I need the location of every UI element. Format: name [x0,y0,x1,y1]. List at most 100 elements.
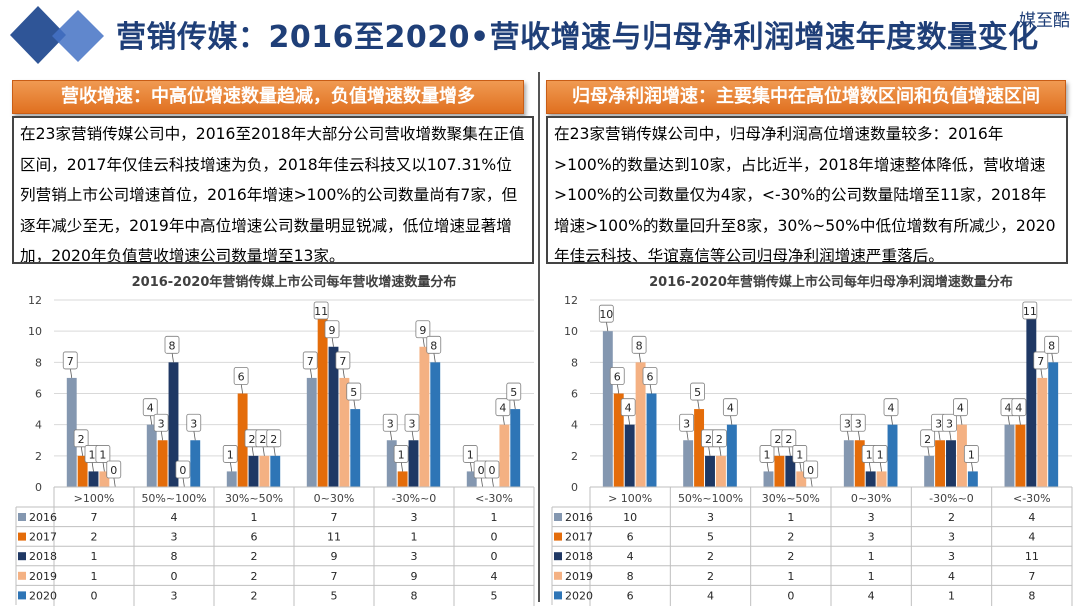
data-label-box [1033,351,1049,370]
data-label-box [781,429,797,448]
data-label: 1 [866,448,873,461]
data-label-box [872,445,888,463]
data-label-leader [469,461,473,472]
table-cell: 8 [627,570,634,583]
data-label: 10 [599,308,613,321]
data-label-leader [160,430,164,441]
data-label: 6 [614,371,621,384]
data-label-leader [788,445,791,456]
data-label-box [106,460,122,479]
bar-2018-3 [865,471,876,487]
legend-label: 2018 [565,550,593,563]
data-label: 2 [270,433,277,446]
table-cell: 4 [171,511,178,524]
data-label-leader [342,367,345,378]
data-label: 4 [727,402,734,415]
data-label: 8 [430,339,437,352]
data-label: 1 [398,448,405,461]
x-tick-label: 50%~100% [141,492,206,505]
data-label: 2 [774,433,781,446]
data-label-box [883,398,899,417]
bar-2018-2 [248,455,259,487]
data-label: 1 [763,448,770,461]
bar-2017-4 [397,471,408,487]
data-label-leader [273,445,276,456]
data-label-box [415,320,431,339]
bar-2018-3 [328,346,339,487]
legend-label: 2017 [565,531,593,544]
x-tick-label: -30%~0 [929,492,974,505]
legend-swatch-2016 [18,513,26,521]
bar-2016-1 [683,440,694,487]
bar-2018-2 [785,455,796,487]
table-cell: 2 [787,531,794,544]
data-label-leader [513,399,516,410]
bar-2017-4 [935,440,946,487]
bar-2017-1 [694,409,705,487]
x-tick-label: -30%~0 [392,492,437,505]
data-label: 2 [924,433,931,446]
data-label-leader [400,461,404,472]
legend-label: 2019 [565,570,593,583]
bar-2019-4 [956,424,967,487]
bar-2016-5 [1004,424,1015,487]
y-tick-label: 12 [564,294,578,307]
data-label-box [335,351,351,370]
data-label-box [1022,301,1038,320]
table-cell: 3 [868,531,875,544]
table-cell: 3 [948,531,955,544]
data-label-leader [69,367,73,378]
bar-2019-5 [499,424,510,487]
data-label: 4 [957,402,964,415]
data-label: 8 [1048,339,1055,352]
table-cell: 9 [411,570,418,583]
bar-2018-1 [168,362,179,487]
chart-title: 2016-2020年营销传媒上市公司每年营收增速数量分布 [132,274,457,290]
data-label-box [153,413,169,432]
y-tick-label: 0 [35,481,42,494]
data-label: 2 [249,433,256,446]
data-label-leader [433,352,436,363]
data-label-box [266,429,282,448]
y-tick-label: 10 [28,325,42,338]
left-panel-header: 营收增速：中高位增速数量趋减，负值增速数量增多 [12,80,524,114]
data-label: 8 [169,339,176,352]
table-cell: 1 [787,570,794,583]
x-tick-label: 50%~100% [678,492,743,505]
y-tick-label: 6 [35,388,42,401]
table-cell: 1 [251,511,258,524]
data-label-leader [229,461,233,472]
table-cell: 3 [411,550,418,563]
legend-label: 2017 [29,531,57,544]
y-tick-label: 2 [35,450,42,463]
bar-2020-2 [270,455,281,487]
revenue-growth-chart: 2016-2020年营销传媒上市公司每年营收增速数量分布024681012741… [15,274,535,606]
data-label-box [942,413,957,432]
bar-2019-0 [99,471,110,487]
legend-swatch-2018 [18,552,26,561]
data-label: 7 [1037,355,1044,368]
data-label: 9 [419,324,426,337]
table-cell: 1 [868,550,875,563]
bar-2017-1 [157,440,168,487]
table-cell: 8 [411,589,418,602]
y-tick-label: 8 [571,356,578,369]
data-label-leader [80,445,84,456]
data-label: 1 [796,448,803,461]
data-label-box [609,367,625,385]
data-label-leader [480,476,484,488]
data-label-leader [927,445,930,456]
data-label-box [803,460,819,479]
data-label: 6 [647,371,654,384]
data-label-box [404,413,420,432]
table-cell: 0 [491,550,498,563]
data-label-leader [389,430,393,441]
data-label-leader [627,414,631,425]
data-label: 11 [1023,305,1037,318]
y-tick-label: 10 [564,325,578,338]
table-cell: 3 [707,511,714,524]
data-label-leader [182,476,185,488]
data-label-box [186,413,202,432]
data-label: 1 [968,448,975,461]
table-cell: 0 [91,589,98,602]
